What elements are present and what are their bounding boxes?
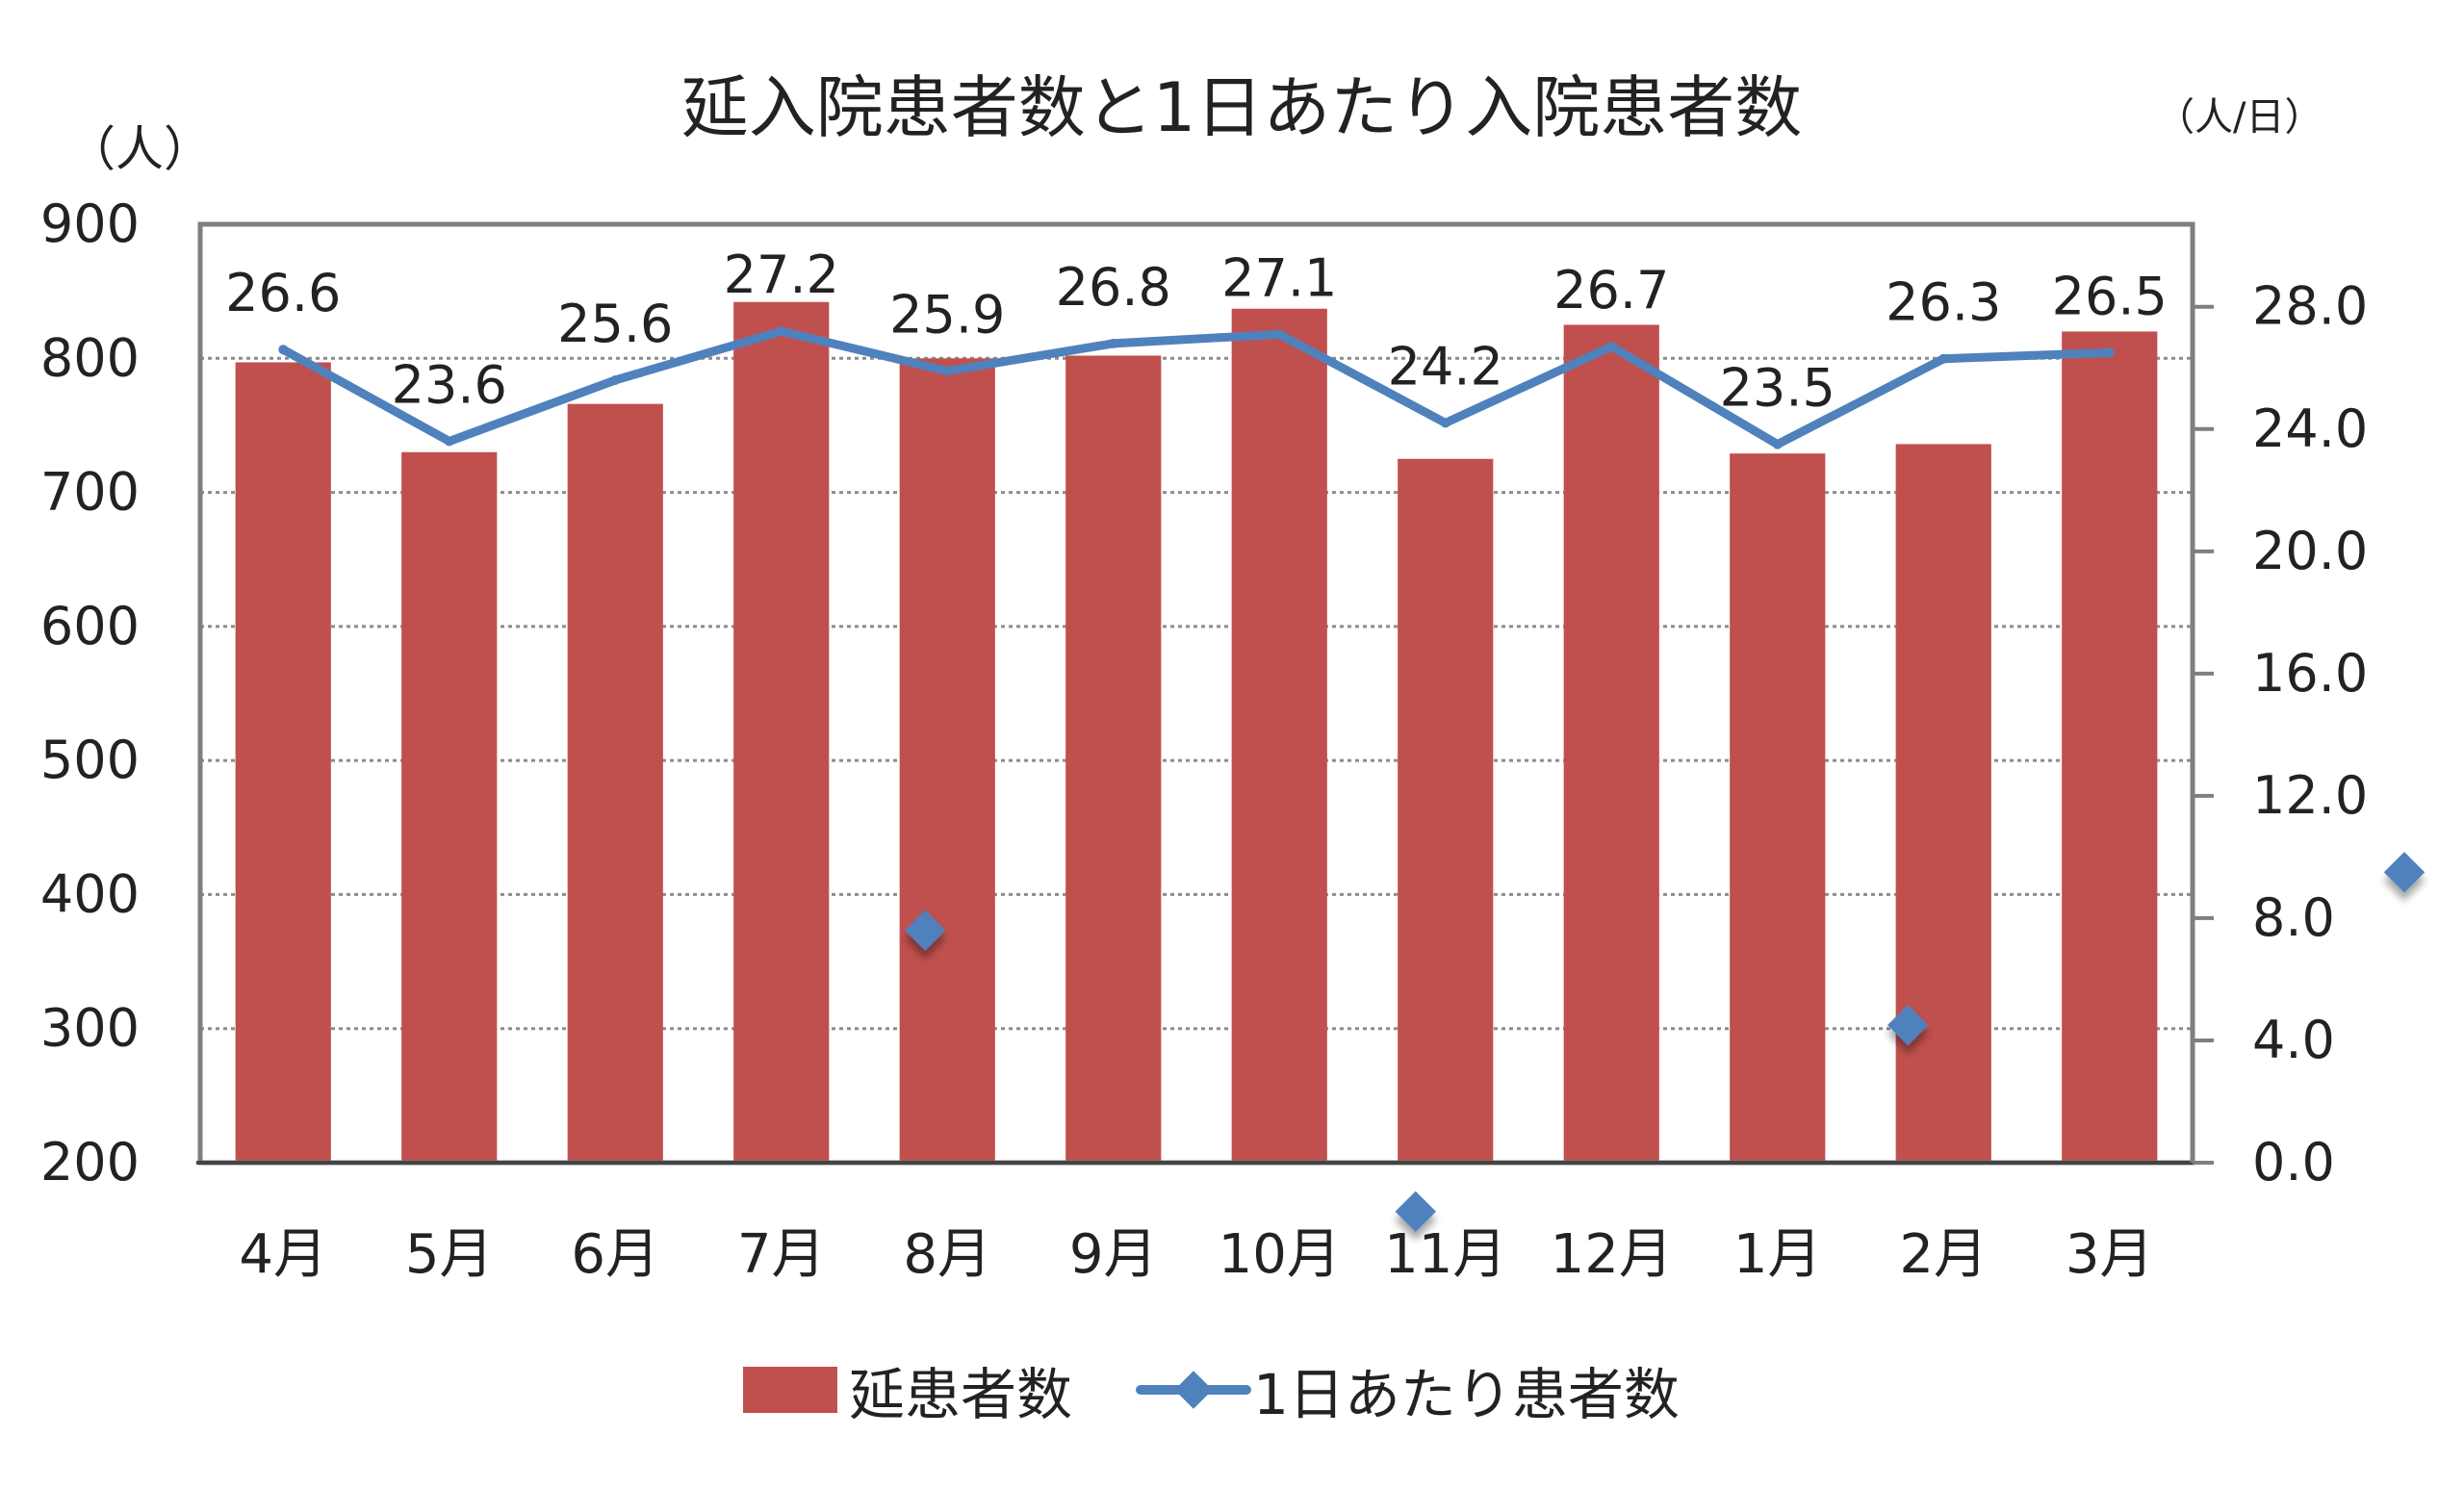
category-label: 4月	[239, 1223, 327, 1286]
right-tick-label: 8.0	[2252, 887, 2335, 948]
right-tick-label: 28.0	[2252, 276, 2368, 337]
category-label: 7月	[737, 1223, 826, 1286]
data-label: 26.5	[2052, 266, 2168, 326]
left-tick-label: 300	[40, 998, 140, 1059]
axes: 900 800 700 600 500 400 300 200 28.0 24.0 20.0 16.0…	[40, 193, 2368, 1286]
category-label: 5月	[405, 1223, 494, 1286]
left-tick-label: 900	[40, 193, 140, 254]
line-point-2月	[1938, 353, 1949, 364]
bar-1月	[1730, 453, 1826, 1163]
legend: 延患者数 1日あたり患者数	[743, 1362, 1680, 1427]
data-label: 23.6	[392, 354, 507, 415]
data-label: 26.6	[225, 263, 341, 323]
data-label: 27.1	[1221, 247, 1337, 308]
data-labels: 26.6 23.6 25.6 27.2 25.9 26.8 27.1 24.2 26.7 23.5…	[225, 244, 2168, 419]
line-point-12月	[1606, 342, 1617, 352]
data-label: 26.8	[1056, 257, 1171, 318]
bar-series	[235, 301, 2158, 1164]
category-label: 6月	[571, 1223, 659, 1286]
left-tick-label: 200	[40, 1132, 140, 1193]
line-path	[278, 326, 2115, 449]
legend-line-marker	[1174, 1371, 1213, 1409]
right-tick-label: 12.0	[2252, 765, 2368, 826]
line-series	[278, 326, 2426, 1233]
line-point-10月	[1274, 329, 1285, 340]
line-point-6月	[610, 374, 621, 385]
right-tick-label: 24.0	[2252, 398, 2368, 459]
right-tick-label: 20.0	[2252, 521, 2368, 581]
category-label: 9月	[1069, 1223, 1158, 1286]
data-label: 27.2	[724, 244, 839, 305]
category-label: 2月	[1899, 1223, 1988, 1286]
bar-8月	[899, 358, 995, 1163]
data-label: 25.6	[557, 294, 673, 354]
category-label: 12月	[1551, 1223, 1673, 1286]
category-label: 11月	[1384, 1223, 1506, 1286]
bar-12月	[1563, 324, 1659, 1163]
data-label: 23.5	[1720, 358, 1835, 419]
category-label: 1月	[1733, 1223, 1822, 1286]
chart-title: 延入院患者数と1日あたり入院患者数	[681, 68, 1803, 147]
left-tick-label: 800	[40, 327, 140, 388]
data-label: 26.7	[1553, 260, 1669, 321]
stray-marker	[2383, 852, 2426, 893]
bar-7月	[733, 301, 830, 1163]
gridlines	[200, 356, 2193, 1031]
category-label: 10月	[1219, 1223, 1341, 1286]
bar-6月	[567, 403, 663, 1164]
line-point-4月	[278, 345, 289, 355]
stray-marker	[1395, 1191, 1436, 1233]
bar-2月	[1895, 444, 1991, 1163]
legend-line-label: 1日あたり患者数	[1253, 1362, 1680, 1427]
line-point-11月	[1440, 418, 1450, 428]
line-point-3月	[2104, 347, 2115, 358]
right-tick-label: 16.0	[2252, 643, 2368, 704]
bar-11月	[1398, 458, 1494, 1163]
line-point-7月	[776, 326, 786, 337]
data-label: 25.9	[889, 284, 1005, 345]
bar-3月	[2062, 331, 2158, 1163]
bar-5月	[401, 451, 498, 1163]
left-tick-label: 600	[40, 596, 140, 656]
right-axis-unit: （人/日）	[2156, 95, 2323, 140]
category-label: 3月	[2066, 1223, 2154, 1286]
line-point-5月	[444, 436, 454, 447]
bar-9月	[1065, 355, 1162, 1163]
legend-bar-label: 延患者数	[849, 1362, 1072, 1427]
stray-marker	[1887, 1004, 1929, 1046]
data-label: 26.3	[1886, 272, 2001, 333]
data-label: 24.2	[1388, 336, 1503, 397]
left-tick-label: 700	[40, 462, 140, 523]
line-point-8月	[942, 366, 953, 376]
legend-bar-swatch	[743, 1367, 837, 1413]
line-point-1月	[1772, 439, 1783, 449]
bar-10月	[1231, 308, 1327, 1163]
category-label: 8月	[903, 1223, 991, 1286]
right-tick-label: 0.0	[2252, 1132, 2335, 1193]
left-axis-unit: （人）	[67, 121, 212, 177]
left-tick-label: 400	[40, 863, 140, 924]
left-tick-label: 500	[40, 730, 140, 790]
line-point-9月	[1108, 338, 1118, 348]
right-tick-label: 4.0	[2252, 1010, 2335, 1070]
bar-4月	[235, 362, 331, 1163]
